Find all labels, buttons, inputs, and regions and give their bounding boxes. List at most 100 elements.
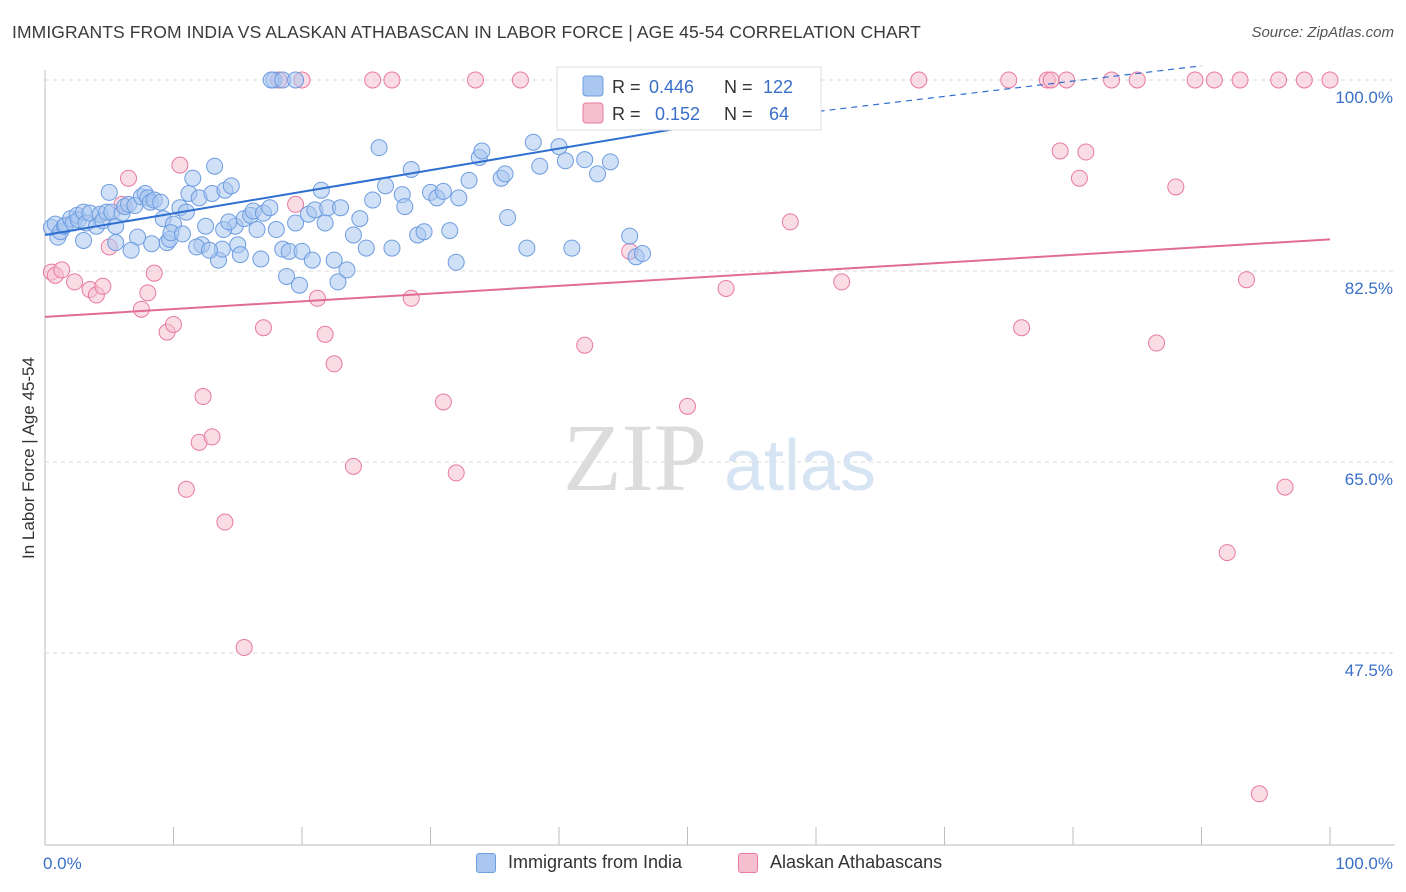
point-india-118	[75, 231, 93, 249]
point-athabascan-24	[287, 195, 305, 213]
point-athabascan-19	[203, 428, 221, 446]
watermark-atlas: atlas	[724, 426, 876, 506]
point-india-85	[434, 182, 452, 200]
point-india-67	[325, 251, 343, 269]
point-athabascan-22	[254, 319, 272, 337]
point-india-82	[415, 223, 433, 241]
point-india-17	[100, 183, 118, 201]
point-athabascan-20	[216, 513, 234, 531]
point-athabascan-60	[1237, 271, 1255, 289]
point-india-124	[252, 250, 270, 268]
point-india-103	[563, 239, 581, 257]
y-axis-label: In Labor Force | Age 45-54	[19, 357, 38, 559]
trend-line-india-extension	[687, 65, 1202, 128]
point-athabascan-59	[1231, 71, 1249, 89]
point-athabascan-48	[1051, 142, 1069, 160]
point-india-119	[107, 234, 125, 252]
point-india-120	[143, 235, 161, 253]
point-athabascan-50	[1070, 169, 1088, 187]
point-india-123	[231, 246, 249, 264]
point-athabascan-63	[1276, 478, 1294, 496]
point-india-117	[287, 71, 305, 89]
point-india-72	[351, 210, 369, 228]
legend-item-india[interactable]: Immigrants from India	[476, 852, 682, 873]
point-india-68	[329, 273, 347, 291]
axes	[44, 70, 1395, 846]
point-india-131	[220, 213, 238, 231]
y-tick-label-2: 65.0%	[1345, 470, 1393, 489]
stats-r-value-india: 0.446	[649, 77, 694, 97]
point-athabascan-27	[316, 325, 334, 343]
trend-lines	[44, 65, 1331, 318]
point-india-97	[531, 157, 549, 175]
point-india-88	[450, 189, 468, 207]
point-india-55	[267, 221, 285, 239]
point-india-57	[278, 267, 296, 285]
point-athabascan-52	[1103, 71, 1121, 89]
point-athabascan-26	[308, 289, 326, 307]
point-athabascan-64	[1295, 71, 1313, 89]
y-tick-label-3: 47.5%	[1345, 661, 1393, 680]
point-india-73	[357, 239, 375, 257]
point-india-60	[290, 276, 308, 294]
x-tick-label-1: 100.0%	[1335, 854, 1393, 873]
point-athabascan-10	[132, 300, 150, 318]
point-athabascan-39	[679, 397, 696, 415]
point-india-91	[473, 142, 491, 160]
gridlines	[45, 79, 1395, 654]
point-athabascan-47	[1042, 71, 1060, 89]
point-athabascan-45	[1013, 319, 1031, 337]
point-india-75	[370, 139, 388, 157]
point-athabascan-56	[1186, 71, 1204, 89]
point-india-130	[173, 225, 191, 243]
legend-item-athabascan[interactable]: Alaskan Athabascans	[738, 852, 942, 873]
source-label: Source: ZipAtlas.com	[1251, 24, 1394, 41]
point-athabascan-57	[1205, 71, 1223, 89]
point-india-104	[601, 153, 619, 171]
point-athabascan-11	[139, 284, 157, 302]
stats-r-value-athabascan: 0.152	[655, 104, 700, 124]
point-athabascan-36	[511, 71, 529, 89]
point-athabascan-16	[177, 480, 195, 498]
point-india-52	[248, 221, 266, 239]
point-athabascan-35	[466, 71, 484, 89]
point-athabascan-33	[434, 393, 452, 411]
point-india-46	[222, 177, 240, 195]
point-india-125	[303, 251, 321, 269]
point-india-94	[499, 209, 517, 227]
point-athabascan-40	[717, 279, 735, 297]
point-india-102	[589, 165, 607, 183]
point-india-71	[344, 226, 362, 244]
point-athabascan-44	[1000, 71, 1018, 89]
tick-labels: 100.0% 82.5% 65.0% 47.5% 0.0% 100.0%	[43, 88, 1393, 873]
legend-swatch-athabascan	[738, 852, 758, 873]
point-india-93	[496, 165, 514, 183]
legend-label-india: Immigrants from India	[508, 852, 683, 872]
legend-swatch-india	[476, 852, 496, 873]
point-india-107	[634, 245, 652, 263]
point-athabascan-32	[402, 289, 420, 307]
watermark: ZIP atlas	[563, 404, 876, 511]
point-india-86	[441, 222, 459, 240]
stats-n-label-athabascan: N =	[724, 104, 753, 124]
point-india-105	[621, 227, 639, 245]
point-india-37	[184, 169, 202, 187]
point-india-42	[206, 157, 224, 175]
stats-legend: R = 0.446 N = 122 R = 0.152 N = 64	[556, 66, 822, 131]
point-athabascan-42	[833, 273, 851, 291]
point-athabascan-18	[194, 388, 212, 406]
point-india-54	[261, 199, 279, 217]
point-india-99	[556, 152, 574, 170]
point-india-129	[122, 241, 140, 259]
point-athabascan-54	[1148, 334, 1166, 352]
point-india-77	[383, 239, 401, 257]
series-alaskan-athabascans	[42, 71, 1339, 803]
stats-r-label-india: R =	[612, 77, 641, 97]
trend-line-athabascan	[44, 238, 1331, 318]
point-athabascan-55	[1167, 178, 1185, 196]
point-india-65	[316, 214, 334, 232]
point-athabascan-65	[1321, 71, 1339, 89]
point-athabascan-41	[781, 213, 799, 231]
point-athabascan-3	[66, 273, 84, 291]
